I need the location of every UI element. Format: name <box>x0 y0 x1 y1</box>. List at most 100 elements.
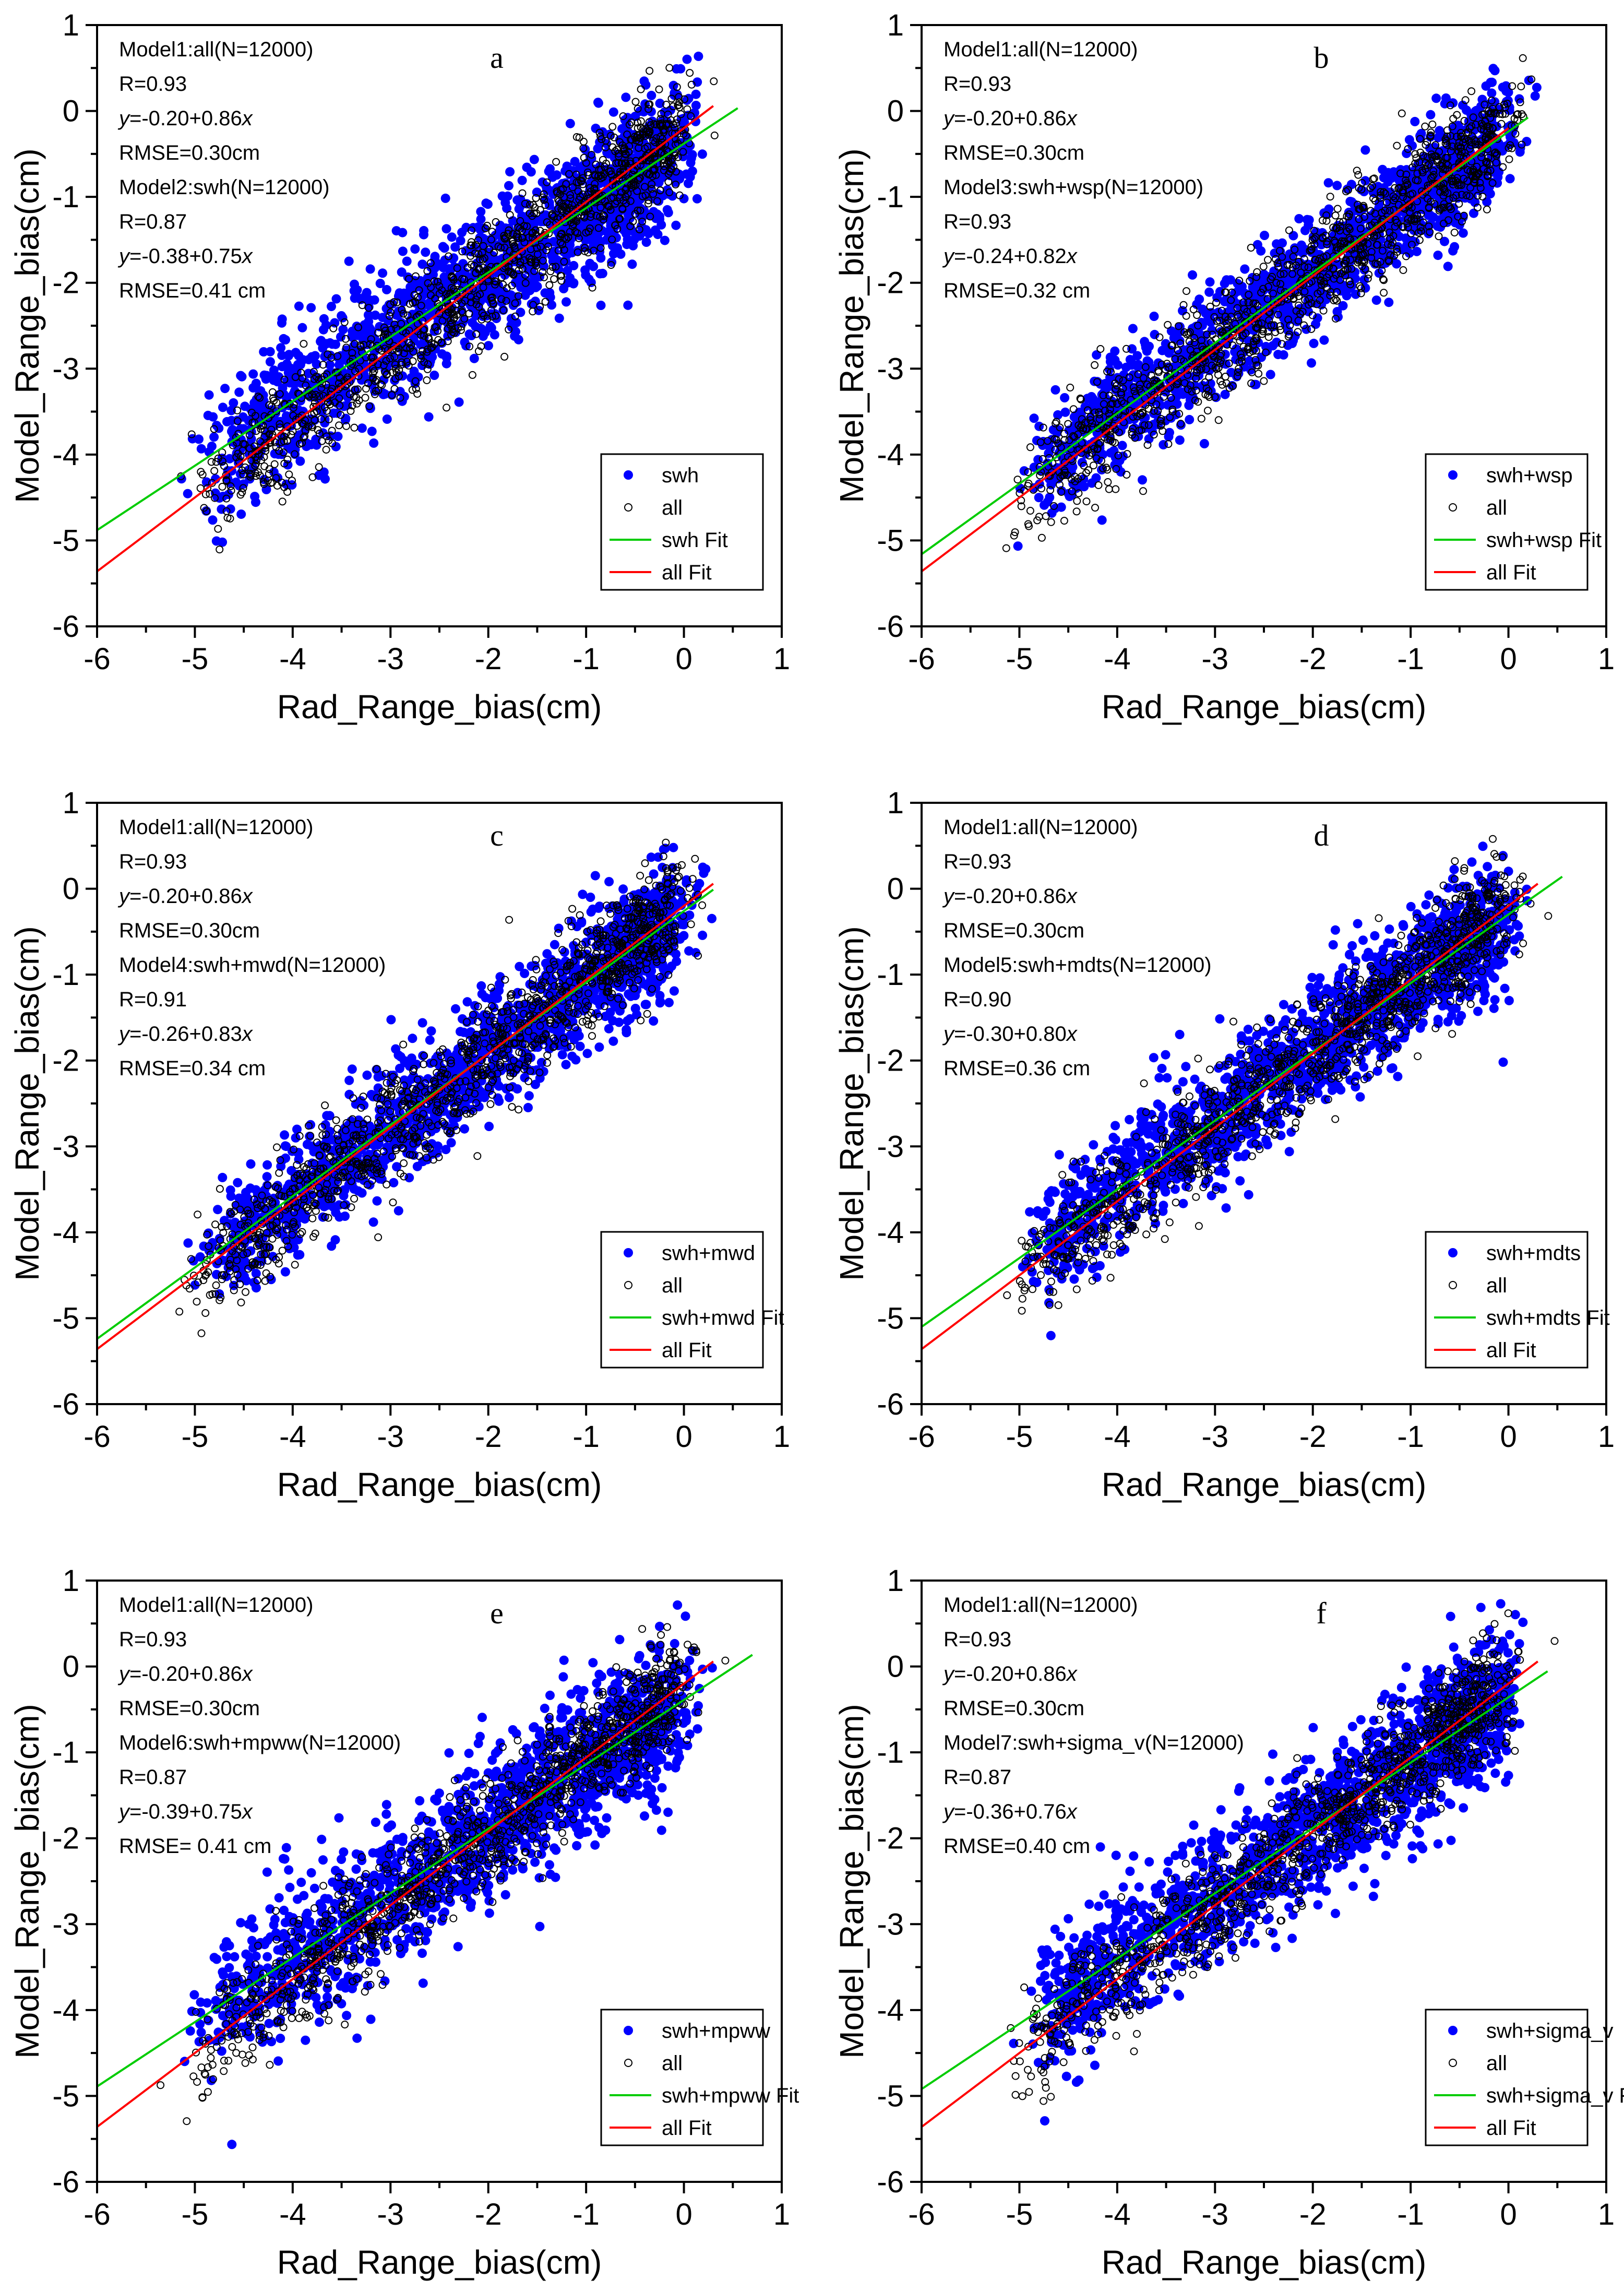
x-axis-title: Rad_Range_bias(cm) <box>277 688 602 726</box>
point-all <box>576 202 584 210</box>
point-swh <box>333 432 343 442</box>
point-all <box>365 304 373 312</box>
point-all <box>497 295 506 303</box>
point-all <box>328 426 336 435</box>
point-swh <box>430 263 440 273</box>
point-all <box>1177 355 1185 363</box>
point-swh <box>457 228 467 237</box>
point-all <box>639 125 647 133</box>
point-all <box>646 212 654 221</box>
point-swh+wsp <box>1265 370 1275 379</box>
point-all <box>1273 259 1282 267</box>
point-all <box>251 469 259 477</box>
point-all <box>541 201 550 209</box>
point-swh+wsp <box>1402 148 1412 158</box>
point-all <box>419 317 427 325</box>
point-swh <box>312 359 321 369</box>
point-all <box>1396 169 1404 177</box>
point-swh+wsp <box>1189 371 1199 381</box>
point-swh+wsp <box>1450 242 1460 252</box>
point-all <box>499 280 507 289</box>
point-swh <box>237 372 247 382</box>
point-all <box>536 243 545 251</box>
point-all <box>1318 216 1327 224</box>
point-all <box>1099 391 1107 399</box>
point-all <box>644 199 652 208</box>
point-all <box>1271 328 1280 336</box>
point-swh <box>248 369 258 379</box>
point-all <box>427 339 436 347</box>
point-all <box>521 271 529 279</box>
point-all <box>373 376 381 384</box>
point-all <box>484 277 493 286</box>
point-all <box>1227 296 1235 304</box>
point-swh <box>225 454 234 464</box>
point-swh <box>444 264 454 274</box>
point-all <box>386 300 395 308</box>
point-all <box>524 233 533 242</box>
point-all <box>548 263 557 271</box>
point-all <box>579 190 587 198</box>
point-all <box>371 377 379 385</box>
point-all <box>1369 194 1377 203</box>
point-all <box>1069 405 1078 413</box>
point-all <box>622 149 630 158</box>
point-all <box>671 123 679 132</box>
y-tick-label: -1 <box>52 180 79 214</box>
point-all <box>599 156 607 164</box>
point-all <box>1237 353 1246 362</box>
point-all <box>324 350 332 359</box>
point-all <box>334 385 342 394</box>
point-all <box>412 272 420 280</box>
point-all <box>651 152 659 161</box>
point-swh+wsp <box>1458 228 1468 238</box>
point-swh <box>338 313 348 323</box>
point-all <box>1354 258 1362 267</box>
point-all <box>580 153 588 162</box>
point-swh <box>481 198 491 208</box>
x-tick-label: -5 <box>182 642 209 676</box>
point-all <box>1289 253 1297 261</box>
point-all <box>523 222 531 230</box>
point-swh <box>447 232 457 242</box>
point-all <box>667 165 676 174</box>
point-all <box>409 348 417 356</box>
point-swh <box>671 220 681 230</box>
point-all <box>222 494 231 503</box>
point-all <box>1490 149 1499 158</box>
point-all <box>487 294 495 302</box>
point-all <box>653 197 661 205</box>
point-all <box>222 476 231 484</box>
point-all <box>467 252 475 260</box>
point-all <box>1103 367 1112 376</box>
point-all <box>1450 229 1459 236</box>
point-swh+wsp <box>1245 356 1255 366</box>
point-swh+wsp <box>1485 189 1495 199</box>
point-all <box>1264 333 1273 341</box>
point-all <box>1171 369 1179 377</box>
point-all <box>1378 246 1387 255</box>
point-all <box>1448 122 1456 130</box>
point-swh <box>561 257 571 267</box>
point-all <box>1269 289 1277 298</box>
point-swh+wsp <box>1128 324 1138 334</box>
point-all <box>468 371 476 379</box>
point-all <box>1381 189 1390 198</box>
point-all <box>1216 351 1224 360</box>
point-all <box>1307 299 1316 307</box>
point-all <box>322 446 330 454</box>
point-all <box>626 222 635 230</box>
point-all <box>1399 266 1407 274</box>
point-swh <box>348 326 357 336</box>
point-swh <box>277 449 286 459</box>
point-all <box>412 385 420 393</box>
point-swh+wsp <box>1279 313 1289 323</box>
point-all <box>378 381 386 389</box>
point-all <box>1305 295 1313 303</box>
point-swh <box>670 90 679 100</box>
point-all <box>409 299 417 307</box>
point-all <box>539 256 547 265</box>
point-all <box>448 325 457 334</box>
point-all <box>650 165 659 173</box>
point-all <box>236 491 245 499</box>
